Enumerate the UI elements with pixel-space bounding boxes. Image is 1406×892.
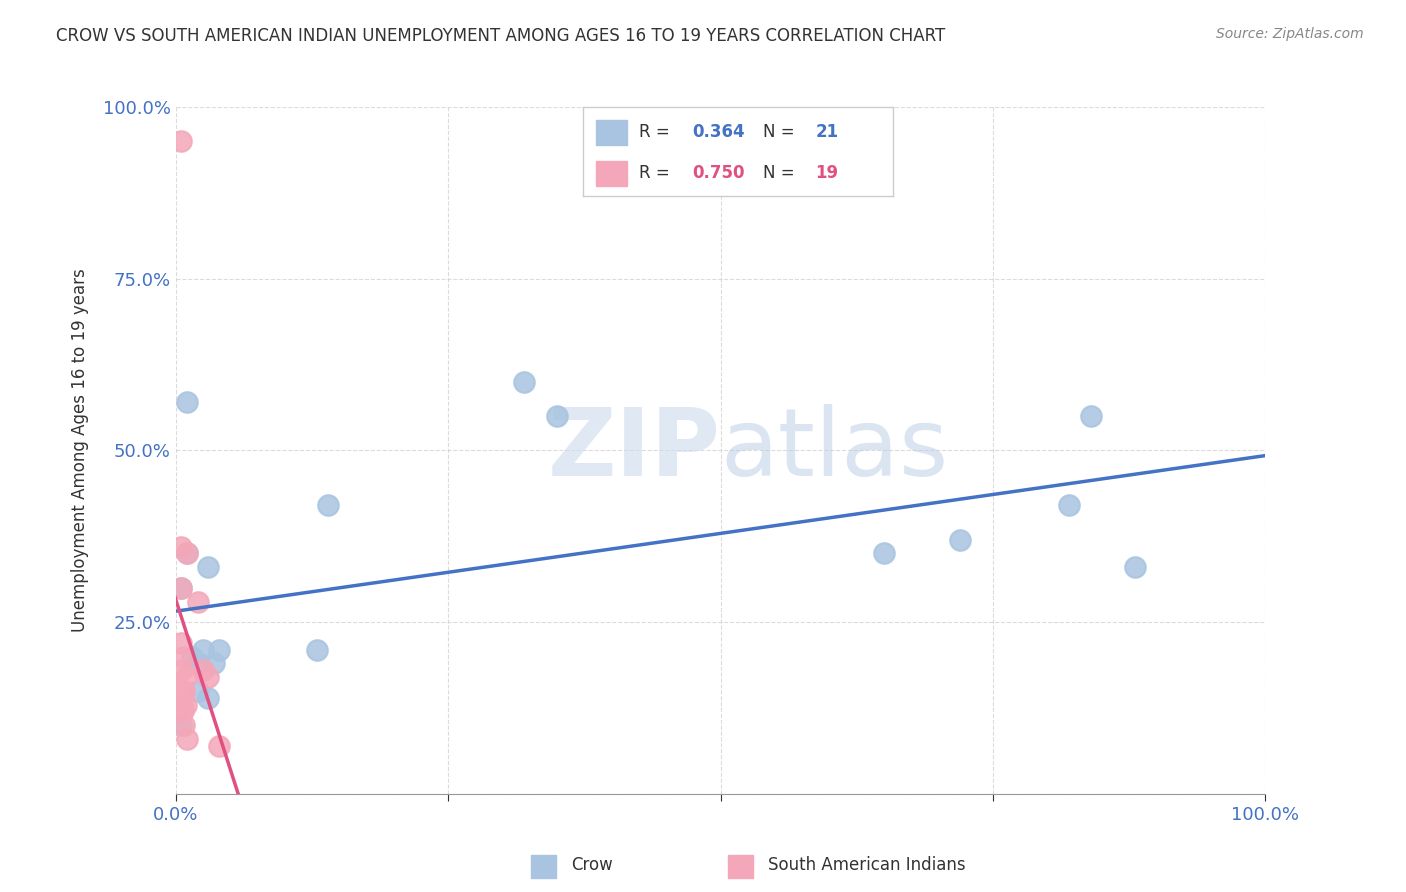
FancyBboxPatch shape: [728, 855, 754, 878]
Point: [191, 663, 214, 677]
Point: [176, 546, 198, 561]
Point: [186, 594, 209, 608]
Point: [513, 375, 536, 389]
Y-axis label: Unemployment Among Ages 16 to 19 years: Unemployment Among Ages 16 to 19 years: [70, 268, 89, 632]
Text: 19: 19: [815, 164, 838, 182]
Text: South American Indians: South American Indians: [768, 856, 966, 874]
Text: 0.750: 0.750: [692, 164, 744, 182]
Point: [186, 683, 209, 698]
Point: [949, 533, 972, 547]
Text: R =: R =: [640, 164, 675, 182]
Point: [172, 683, 194, 698]
Point: [170, 581, 193, 595]
Point: [170, 663, 193, 677]
Point: [307, 642, 329, 657]
Point: [197, 560, 219, 574]
Point: [176, 546, 198, 561]
Text: R =: R =: [640, 123, 675, 141]
Point: [170, 134, 193, 148]
Point: [173, 683, 195, 698]
Text: N =: N =: [763, 164, 800, 182]
Point: [176, 731, 198, 746]
Point: [174, 670, 197, 684]
Point: [170, 718, 193, 732]
Point: [170, 636, 193, 650]
Text: Source: ZipAtlas.com: Source: ZipAtlas.com: [1216, 27, 1364, 41]
Text: N =: N =: [763, 123, 800, 141]
Point: [1123, 560, 1146, 574]
Point: [172, 698, 194, 712]
Text: 0.364: 0.364: [692, 123, 744, 141]
Point: [172, 705, 194, 719]
Point: [318, 499, 340, 513]
Point: [181, 649, 204, 664]
FancyBboxPatch shape: [596, 161, 627, 186]
Point: [191, 642, 214, 657]
Point: [172, 649, 194, 664]
Point: [546, 409, 568, 423]
Point: [1080, 409, 1102, 423]
Point: [208, 739, 231, 753]
FancyBboxPatch shape: [596, 120, 627, 145]
Point: [197, 670, 219, 684]
Text: Crow: Crow: [571, 856, 613, 874]
Point: [170, 581, 193, 595]
Point: [873, 546, 896, 561]
Text: 21: 21: [815, 123, 838, 141]
Point: [173, 718, 195, 732]
Point: [1057, 499, 1080, 513]
Text: atlas: atlas: [721, 404, 949, 497]
Point: [186, 657, 209, 671]
Point: [170, 540, 193, 554]
Point: [174, 698, 197, 712]
Point: [197, 690, 219, 705]
Text: CROW VS SOUTH AMERICAN INDIAN UNEMPLOYMENT AMONG AGES 16 TO 19 YEARS CORRELATION: CROW VS SOUTH AMERICAN INDIAN UNEMPLOYME…: [56, 27, 945, 45]
FancyBboxPatch shape: [531, 855, 557, 878]
Point: [208, 642, 231, 657]
Point: [176, 395, 198, 409]
Point: [202, 657, 225, 671]
Text: ZIP: ZIP: [548, 404, 721, 497]
